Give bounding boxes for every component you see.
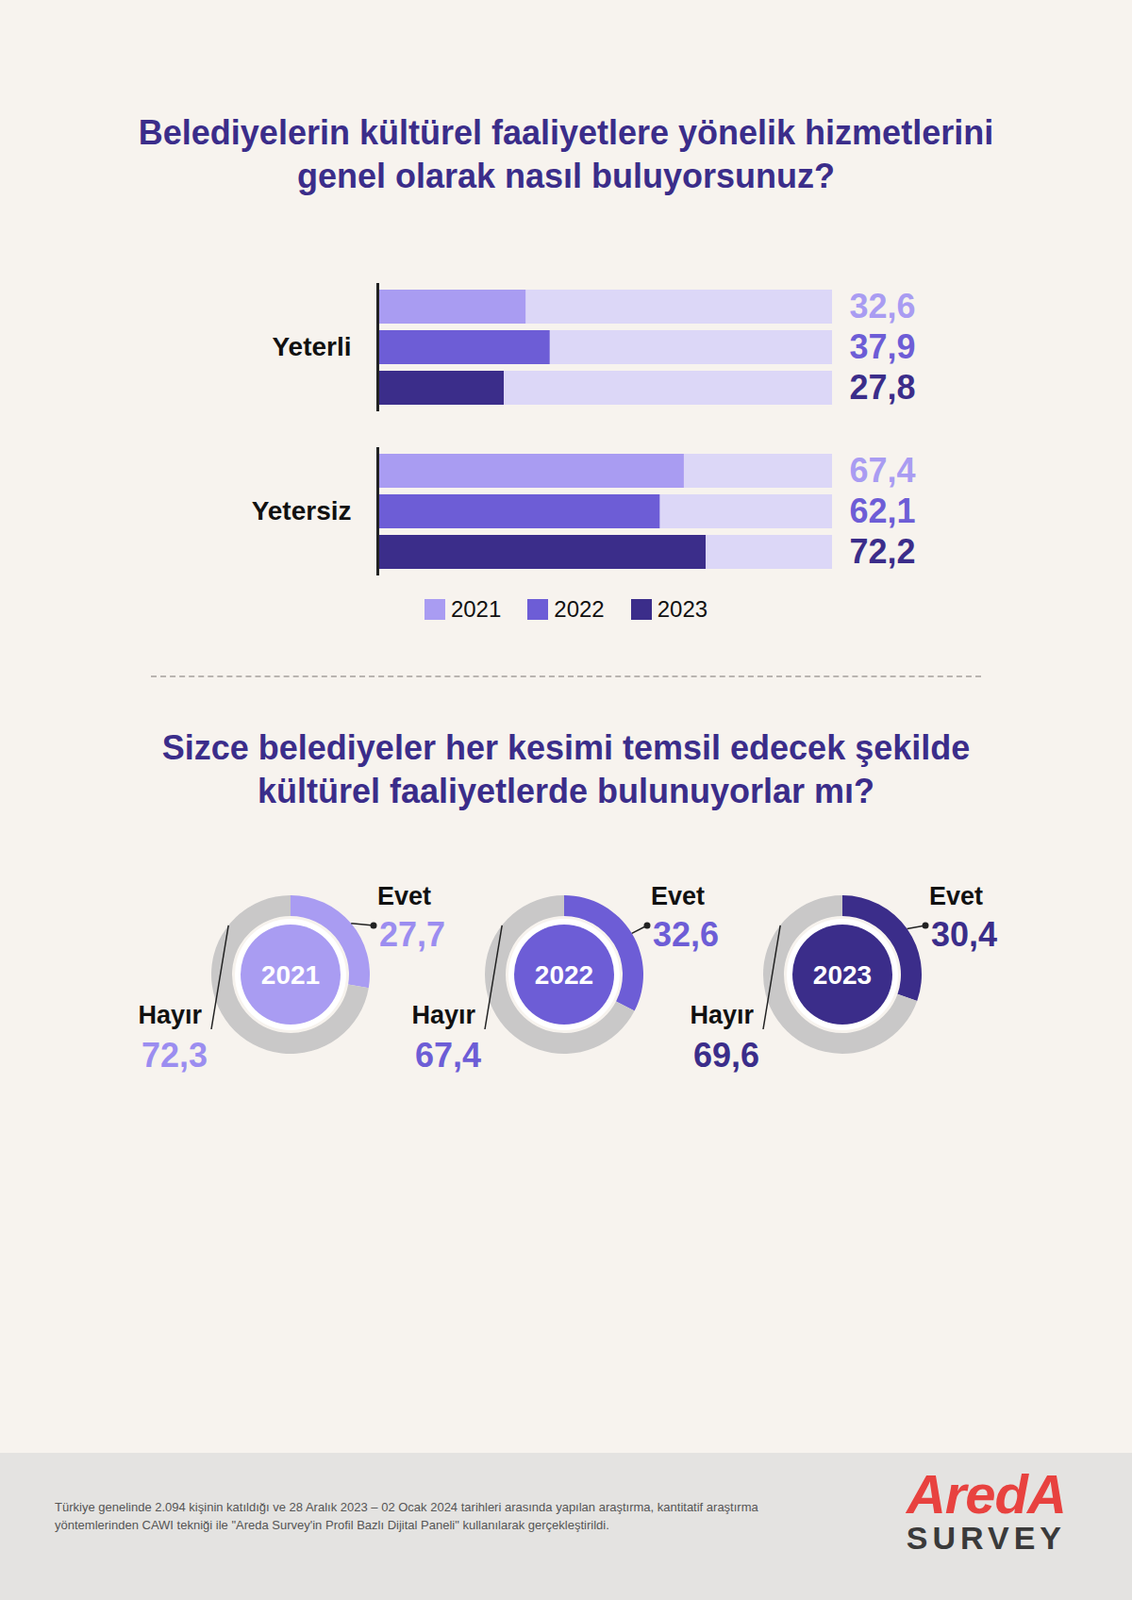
svg-text:2021: 2021 <box>261 960 320 990</box>
html-text:Belediyelerin kültürel faaliye: Belediyelerin kültürel faaliyetlere yöne… <box>138 113 994 196</box>
html-text:Sizce belediyeler her kesimi t: Sizce belediyeler her kesimi temsil edec… <box>162 728 971 811</box>
html-text:2023: 2023 <box>657 596 708 622</box>
svg-text:27,8: 27,8 <box>849 367 916 407</box>
svg-text:67,4: 67,4 <box>849 450 916 490</box>
svg-text:Evet: Evet <box>377 882 432 911</box>
svg-text:2022: 2022 <box>534 960 594 990</box>
svg-text:32,6: 32,6 <box>652 915 719 954</box>
svg-text:72,3: 72,3 <box>141 1035 208 1075</box>
html-text:SURVEY: SURVEY <box>906 1519 1066 1556</box>
svg-text:Hayır: Hayır <box>689 1000 754 1030</box>
svg-text:Evet: Evet <box>929 882 983 911</box>
html-text:Türkiye genelinde 2.094 kişini: Türkiye genelinde 2.094 kişinin katıldığ… <box>54 1499 759 1532</box>
svg-text:Yeterli: Yeterli <box>271 332 351 362</box>
svg-text:Hayır: Hayır <box>137 1000 202 1030</box>
html-text:AredA: AredA <box>906 1463 1066 1525</box>
svg-text:32,6: 32,6 <box>849 286 916 326</box>
svg-text:Hayır: Hayır <box>411 1000 476 1030</box>
svg-text:72,2: 72,2 <box>849 532 916 571</box>
svg-text:67,4: 67,4 <box>415 1035 482 1075</box>
svg-text:37,9: 37,9 <box>849 327 916 367</box>
svg-text:Evet: Evet <box>650 882 705 911</box>
svg-text:Yetersiz: Yetersiz <box>251 496 352 526</box>
svg-text:62,1: 62,1 <box>849 491 916 531</box>
html-text:2022: 2022 <box>554 596 605 622</box>
svg-text:69,6: 69,6 <box>693 1035 760 1075</box>
svg-text:27,7: 27,7 <box>379 915 446 954</box>
svg-text:2023: 2023 <box>813 960 872 990</box>
svg-text:30,4: 30,4 <box>931 915 998 954</box>
html-text:2021: 2021 <box>450 596 502 622</box>
